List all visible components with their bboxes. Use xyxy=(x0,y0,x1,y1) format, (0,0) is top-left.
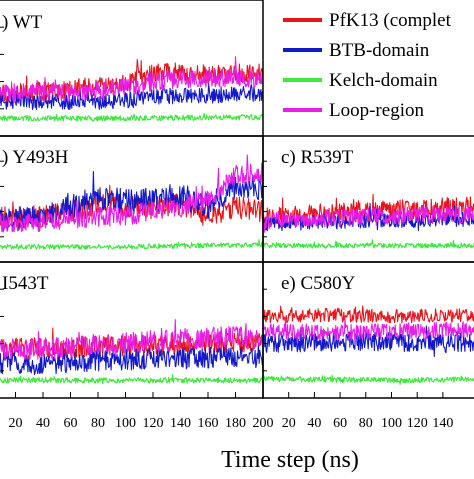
series-line xyxy=(0,56,263,104)
x-tick-label: 20 xyxy=(9,416,23,431)
legend-label: Kelch-domain xyxy=(329,70,438,91)
x-tick-label: 20 xyxy=(282,416,296,431)
panel-plot xyxy=(263,305,474,386)
x-tick-label: 200 xyxy=(253,416,274,431)
legend-label: BTB-domain xyxy=(329,40,430,61)
x-tick-label: 80 xyxy=(91,416,105,431)
x-tick-label: 160 xyxy=(198,416,219,431)
x-tick-label: 120 xyxy=(143,416,164,431)
series-line xyxy=(263,203,474,232)
x-tick-label: 60 xyxy=(64,416,78,431)
x-axis-ticks: 0204060801001201401601802002040608010012… xyxy=(9,392,453,431)
panel-3: I543T xyxy=(0,261,264,399)
x-tick-label: 180 xyxy=(225,416,246,431)
panel-label: c) R539T xyxy=(281,147,354,168)
series-line xyxy=(0,112,263,122)
series-line xyxy=(0,83,263,111)
panel-plot xyxy=(0,154,263,250)
x-tick-label: 100 xyxy=(381,416,402,431)
x-tick-label: 140 xyxy=(170,416,191,431)
x-tick-label: 140 xyxy=(432,416,453,431)
series-line xyxy=(0,239,263,250)
panel-label: ) WT xyxy=(2,12,43,33)
legend-label: Loop-region xyxy=(329,100,424,121)
panel-label: e) C580Y xyxy=(281,273,356,294)
series-line xyxy=(263,205,474,233)
panel-4: e) C580Y xyxy=(262,261,474,399)
series-line xyxy=(0,319,263,360)
x-tick-label: 80 xyxy=(359,416,373,431)
series-line xyxy=(263,239,474,249)
panel-1: ) Y493H xyxy=(0,135,264,263)
panel-0: ) WT xyxy=(0,0,264,137)
series-line xyxy=(263,317,474,342)
panel-plot xyxy=(0,56,263,122)
series-line xyxy=(263,374,474,386)
panel-plot xyxy=(263,193,474,249)
legend-label: PfK13 (complet xyxy=(329,10,452,31)
series-line xyxy=(0,154,263,233)
series-line xyxy=(263,305,474,324)
panel-label: ) Y493H xyxy=(2,147,69,168)
series-line xyxy=(0,342,263,375)
x-tick-label: 40 xyxy=(36,416,50,431)
x-tick-label: 120 xyxy=(407,416,428,431)
x-tick-label: 40 xyxy=(307,416,321,431)
series-line xyxy=(0,374,263,385)
x-tick-label: 60 xyxy=(333,416,347,431)
legend: PfK13 (complet BTB-domain Kelch-domain Loop… xyxy=(268,0,474,121)
x-tick-label: 100 xyxy=(115,416,136,431)
panel-plot xyxy=(0,319,263,385)
series-line xyxy=(0,185,263,229)
panel-2: c) R539T xyxy=(262,135,474,263)
x-axis-label: Time step (ns) xyxy=(221,447,359,473)
panel-label: I543T xyxy=(2,273,49,294)
